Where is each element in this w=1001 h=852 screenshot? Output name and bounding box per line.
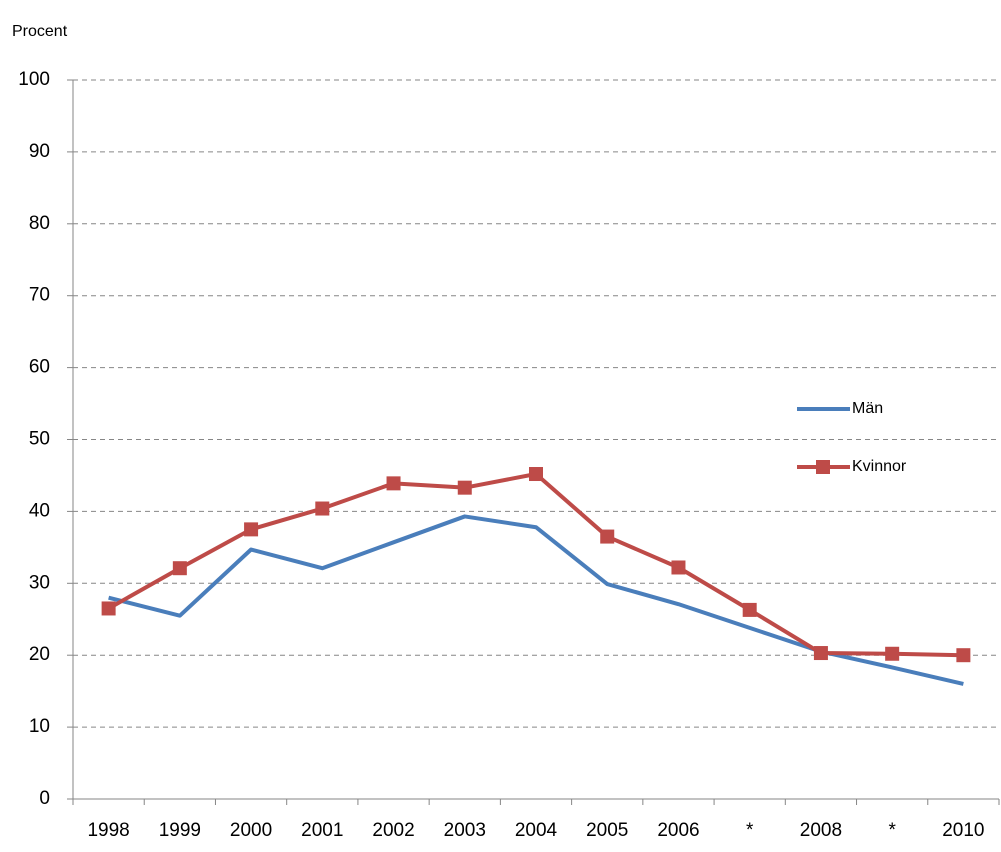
x-tick-label: 2000 — [230, 820, 272, 841]
x-tick-label: 1998 — [87, 820, 129, 841]
y-tick-label: 50 — [29, 429, 50, 450]
marker — [600, 529, 615, 544]
y-axis-label: Procent — [12, 23, 68, 40]
marker — [172, 561, 187, 576]
x-tick-label: * — [888, 820, 896, 841]
y-tick-label: 80 — [29, 213, 50, 234]
marker — [529, 467, 543, 482]
y-tick-label: 40 — [29, 500, 50, 521]
x-tick-label: 2006 — [657, 820, 699, 841]
x-tick-label: 2003 — [444, 820, 486, 841]
y-tick-label: 30 — [29, 572, 50, 593]
x-tick-label: 2001 — [301, 820, 343, 841]
x-tick-label: 2008 — [800, 820, 842, 841]
y-tick-label: 20 — [29, 644, 50, 665]
x-tick-label: 2005 — [586, 820, 628, 841]
legend-marker — [816, 460, 830, 474]
legend-label: Män — [852, 400, 883, 417]
marker — [956, 648, 971, 663]
y-tick-label: 10 — [29, 716, 50, 737]
legend-label: Kvinnor — [852, 458, 907, 475]
x-tick-label: 2004 — [515, 820, 558, 841]
y-tick-label: 0 — [39, 788, 50, 809]
y-tick-label: 90 — [29, 141, 50, 162]
x-tick-label: 1999 — [159, 820, 201, 841]
marker — [885, 646, 900, 661]
marker — [742, 602, 757, 617]
marker — [813, 646, 828, 661]
y-tick-label: 100 — [18, 69, 50, 90]
marker — [457, 480, 472, 495]
y-tick-label: 70 — [29, 285, 50, 306]
marker — [101, 601, 116, 616]
x-tick-label: 2002 — [372, 820, 414, 841]
marker — [315, 501, 330, 516]
marker — [244, 522, 259, 537]
marker — [386, 476, 401, 491]
series-line — [108, 514, 964, 686]
y-tick-label: 60 — [29, 357, 50, 378]
x-tick-label: * — [746, 820, 754, 841]
x-tick-label: 2010 — [942, 820, 984, 841]
marker — [671, 560, 686, 575]
